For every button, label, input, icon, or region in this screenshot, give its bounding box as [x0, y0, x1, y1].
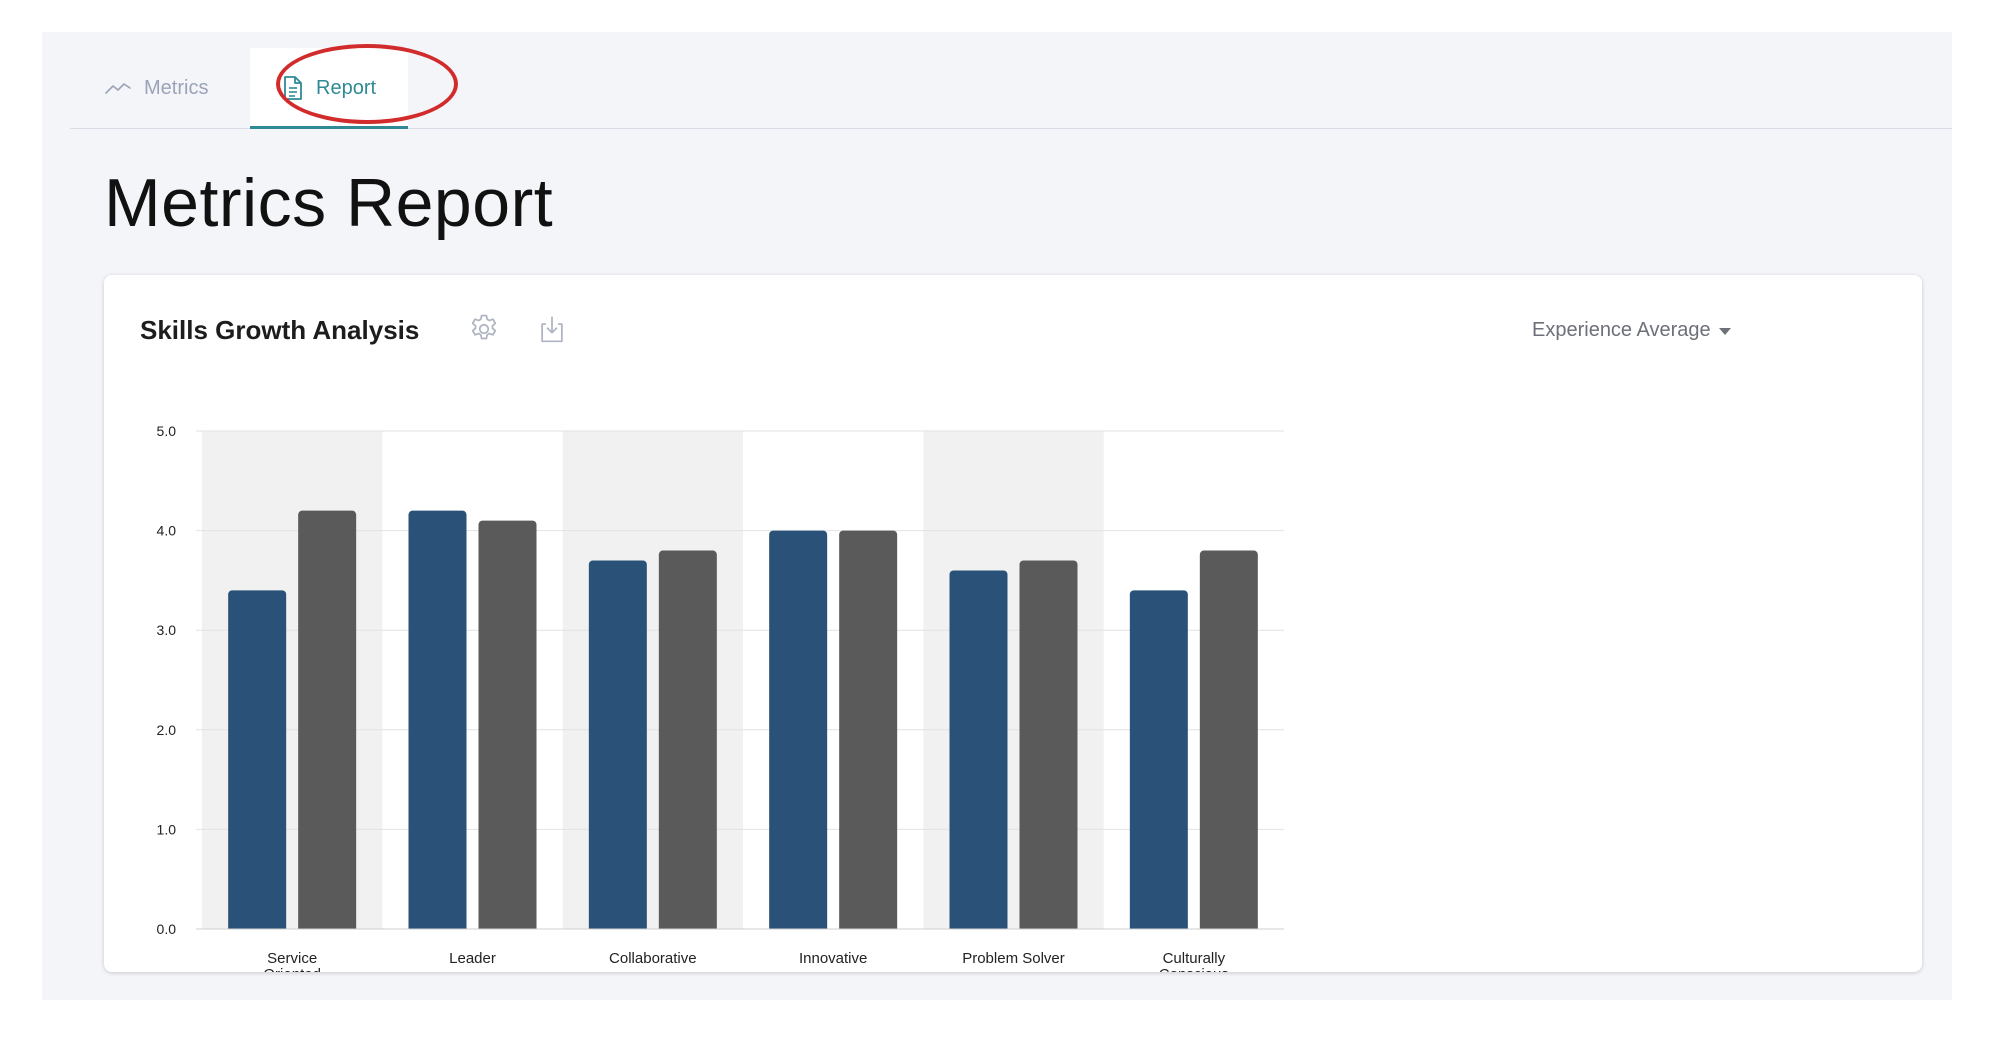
bar: [298, 510, 357, 929]
tab-metrics[interactable]: Metrics: [104, 68, 208, 108]
bar: [478, 520, 537, 929]
bar: [228, 590, 287, 929]
bar-base: [1019, 925, 1078, 929]
x-category-label-line: Oriented: [263, 966, 321, 972]
download-button[interactable]: [532, 311, 572, 351]
y-tick-label: 0.0: [157, 921, 177, 937]
y-tick-label: 3.0: [157, 622, 177, 638]
bar: [769, 530, 828, 929]
x-category-label: CulturallyConscious: [1159, 950, 1229, 972]
bar-base: [658, 925, 717, 929]
bar-chart: 0.0 1.0 2.0 3.0 4.0 5.0 ServiceOriented Leader C…: [157, 423, 1284, 972]
bar-base: [588, 925, 647, 929]
bar: [1019, 560, 1078, 929]
x-category-label-line: Conscious: [1159, 966, 1229, 972]
bar-base: [478, 925, 537, 929]
x-category-label-line: Culturally: [1163, 950, 1226, 967]
card-title: Skills Growth Analysis: [140, 315, 420, 345]
average-dropdown[interactable]: Experience Average: [1532, 319, 1731, 342]
bar-base: [839, 925, 898, 929]
bar: [1199, 550, 1258, 929]
x-category-label: Leader: [449, 950, 496, 967]
x-category-label-line: Problem Solver: [962, 950, 1065, 967]
y-tick-label: 1.0: [157, 821, 177, 837]
bar-base: [228, 925, 287, 929]
document-icon: [282, 75, 304, 101]
page-title: Metrics Report: [104, 165, 554, 241]
x-category-label: Problem Solver: [962, 950, 1065, 967]
chart-card: Skills Growth Analysis Experience Averag…: [104, 275, 1922, 972]
bar: [588, 560, 647, 929]
x-category-label: ServiceOriented: [263, 950, 321, 972]
bar-base: [298, 925, 357, 929]
x-category-label: Collaborative: [609, 950, 697, 967]
trend-line-icon: [104, 80, 132, 96]
x-category-label: Innovative: [799, 950, 867, 967]
bar: [839, 530, 898, 929]
tab-metrics-label: Metrics: [144, 76, 209, 99]
gear-icon: [467, 312, 501, 351]
y-tick-label: 4.0: [157, 523, 177, 539]
bar-base: [949, 925, 1008, 929]
bar-base: [1199, 925, 1258, 929]
x-category-label-line: Leader: [449, 950, 496, 967]
bar: [949, 570, 1008, 929]
y-tick-label: 2.0: [157, 722, 177, 738]
x-category-label-line: Collaborative: [609, 950, 697, 967]
bar-base: [408, 925, 467, 929]
bar: [658, 550, 717, 929]
settings-button[interactable]: [464, 311, 504, 351]
bar: [408, 510, 467, 929]
tab-report[interactable]: Report: [250, 48, 409, 129]
app-window: Metrics Report Metrics Report Skills Gro…: [42, 32, 1952, 1000]
download-icon: [537, 313, 567, 350]
tab-report-label: Report: [316, 76, 377, 99]
x-category-label-line: Service: [267, 950, 317, 967]
bar-base: [769, 925, 828, 929]
bar-base: [1129, 925, 1188, 929]
y-tick-label: 5.0: [157, 423, 177, 439]
bar: [1129, 590, 1188, 929]
dropdown-value: Experience Average: [1532, 319, 1711, 341]
x-category-label-line: Innovative: [799, 950, 867, 967]
tab-bar: Metrics Report: [70, 32, 1952, 129]
caret-down-icon: [1718, 328, 1731, 335]
